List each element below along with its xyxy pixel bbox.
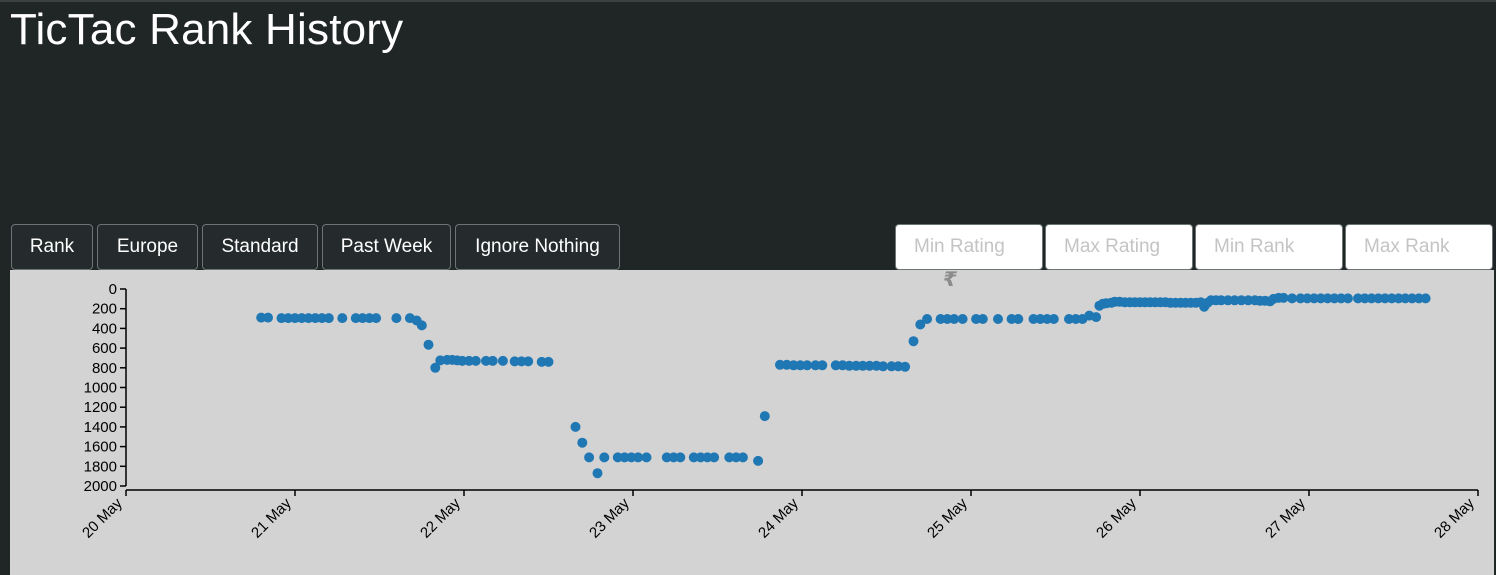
x-tick-label: 23 May xyxy=(586,494,633,541)
data-point xyxy=(900,361,911,372)
y-tick-label: 200 xyxy=(92,301,117,318)
page-title: TicTac Rank History xyxy=(10,5,404,54)
y-tick-label: 0 xyxy=(109,281,117,298)
data-point xyxy=(592,468,603,479)
y-tick-label: 1200 xyxy=(84,399,117,416)
data-point xyxy=(337,313,348,324)
y-tick-label: 1400 xyxy=(84,419,117,436)
min-rank-input[interactable] xyxy=(1195,224,1343,270)
x-tick-label: 26 May xyxy=(1093,494,1140,541)
data-point xyxy=(497,355,508,366)
data-point xyxy=(802,360,813,371)
data-point xyxy=(1420,293,1431,304)
data-point xyxy=(263,312,273,323)
data-point xyxy=(922,314,933,324)
data-point xyxy=(709,452,720,463)
data-point xyxy=(675,452,686,463)
data-point xyxy=(577,437,588,448)
data-point xyxy=(633,452,644,463)
data-point xyxy=(470,355,481,366)
data-point xyxy=(817,360,828,371)
y-tick-label: 1800 xyxy=(84,458,117,475)
x-tick-label: 27 May xyxy=(1262,494,1309,541)
y-tick-label: 1600 xyxy=(84,439,117,456)
data-point xyxy=(641,452,652,463)
data-point xyxy=(759,411,770,422)
data-point xyxy=(1342,293,1353,304)
data-point xyxy=(487,355,498,366)
data-point xyxy=(371,313,382,324)
data-point xyxy=(543,356,554,367)
y-tick-label: 600 xyxy=(92,340,117,357)
y-tick-label: 800 xyxy=(92,360,117,377)
data-point xyxy=(949,314,960,324)
mode-button[interactable]: Standard xyxy=(202,224,318,270)
x-tick-label: 22 May xyxy=(417,494,464,541)
x-tick-label: 25 May xyxy=(924,494,971,541)
data-point xyxy=(323,313,334,324)
y-tick-label: 1000 xyxy=(84,380,117,397)
x-tick-label: 28 May xyxy=(1431,494,1478,541)
data-point xyxy=(391,313,402,324)
data-point xyxy=(523,356,534,367)
data-point xyxy=(1013,314,1024,324)
rank-button[interactable]: Rank xyxy=(11,224,93,270)
min-rating-input[interactable] xyxy=(895,224,1043,270)
period-button[interactable]: Past Week xyxy=(322,224,451,270)
data-point xyxy=(993,314,1003,324)
x-tick-label: 24 May xyxy=(755,494,802,541)
data-point xyxy=(1287,293,1298,304)
data-point xyxy=(584,452,595,463)
data-point xyxy=(430,362,441,373)
data-point xyxy=(737,452,748,463)
data-point xyxy=(977,314,988,324)
data-point xyxy=(957,314,968,324)
data-point xyxy=(1091,312,1102,323)
x-tick-label: 21 May xyxy=(248,494,295,541)
max-rating-input[interactable] xyxy=(1045,224,1193,270)
data-point xyxy=(878,361,889,372)
data-point xyxy=(1048,314,1059,324)
max-rank-input[interactable] xyxy=(1345,224,1493,270)
x-tick-label: 20 May xyxy=(79,494,126,541)
data-point xyxy=(753,455,764,466)
data-point xyxy=(908,336,919,347)
data-point xyxy=(915,319,926,330)
y-tick-label: 2000 xyxy=(84,478,117,495)
region-button[interactable]: Europe xyxy=(97,224,198,270)
data-point xyxy=(416,320,427,331)
data-point xyxy=(570,421,581,432)
ignore-button[interactable]: Ignore Nothing xyxy=(455,224,620,270)
y-tick-label: 400 xyxy=(92,320,117,337)
chart-panel: 0 200 400 600 800 1000 1200 1400 1600 1800 2000 20 … xyxy=(10,270,1494,575)
data-point xyxy=(423,339,434,350)
data-point xyxy=(599,452,610,463)
rank-scatter-chart: 0 200 400 600 800 1000 1200 1400 1600 1800 200020 … xyxy=(79,281,1479,542)
data-point xyxy=(1278,292,1289,303)
watermark-logo-icon: ₹ xyxy=(943,269,957,291)
